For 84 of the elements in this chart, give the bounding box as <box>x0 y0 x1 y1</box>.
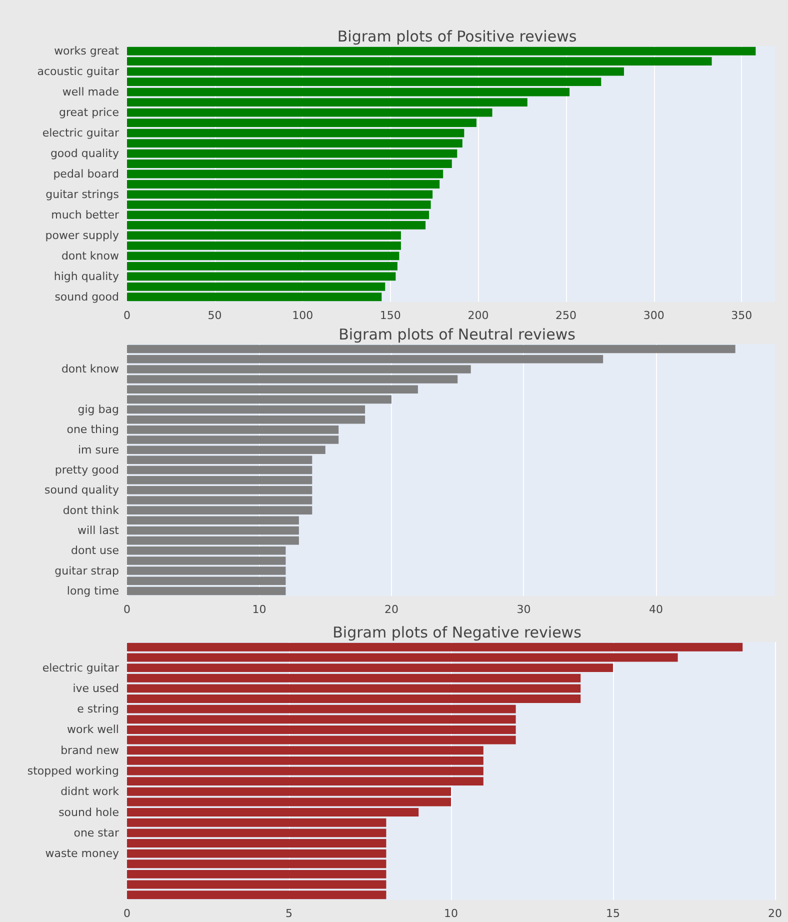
bar <box>127 466 312 474</box>
y-tick-label: waste money <box>45 847 120 860</box>
x-tick-label: 0 <box>124 309 130 322</box>
y-tick-label: guitar strap <box>54 564 120 578</box>
y-tick-label: much better <box>51 208 120 222</box>
chart-title: Bigram plots of Neutral reviews <box>338 326 576 344</box>
x-tick-label: 50 <box>208 309 222 322</box>
x-tick-label: 10 <box>252 603 266 616</box>
y-tick-label: e string <box>77 702 119 716</box>
bar <box>127 170 444 178</box>
x-tick-label: 150 <box>380 309 401 322</box>
y-tick-label: dont use <box>71 544 120 558</box>
x-tick-label: 20 <box>768 907 782 920</box>
y-tick-label: stopped working <box>27 764 119 778</box>
y-tick-label: long time <box>66 584 120 598</box>
bar <box>127 128 464 138</box>
bar <box>127 149 458 158</box>
bar <box>127 516 299 525</box>
bar <box>127 456 312 464</box>
x-tick-label: 250 <box>556 309 577 322</box>
bar <box>127 180 440 188</box>
y-tick-label: will last <box>77 524 120 537</box>
bar <box>127 160 452 168</box>
y-tick-label: didnt work <box>60 785 120 798</box>
y-tick-label: sound quality <box>44 484 120 497</box>
y-tick-label: dont know <box>61 249 120 262</box>
y-tick-label: pretty good <box>54 464 119 476</box>
y-tick-label: sound good <box>54 290 119 304</box>
bar <box>127 210 430 220</box>
x-tick-label: 300 <box>643 309 664 322</box>
y-tick-label: im sure <box>78 443 120 456</box>
chart-title: Bigram plots of Positive reviews <box>337 28 577 46</box>
bar <box>127 526 299 535</box>
bar <box>127 808 419 817</box>
y-tick-label: one thing <box>66 423 119 436</box>
bar <box>127 839 386 848</box>
bar <box>127 200 431 209</box>
x-tick-label: 5 <box>286 907 292 920</box>
x-tick-label: 15 <box>606 907 620 920</box>
bar <box>127 190 433 199</box>
y-tick-label: acoustic guitar <box>37 65 120 78</box>
x-tick-label: 0 <box>124 603 130 616</box>
y-tick-label: great price <box>59 106 120 120</box>
bar <box>127 476 312 484</box>
bar <box>127 664 613 672</box>
y-tick-label: dont know <box>61 362 120 376</box>
bar <box>127 586 286 596</box>
bar <box>127 344 736 354</box>
bar <box>127 756 484 765</box>
x-tick-label: 10 <box>444 907 458 920</box>
bar <box>127 694 581 703</box>
y-tick-label: one star <box>74 826 120 840</box>
y-tick-label: well made <box>62 86 120 99</box>
y-tick-label: guitar strings <box>46 188 120 201</box>
x-tick-label: 200 <box>468 309 489 322</box>
y-tick-label: electric guitar <box>42 126 120 140</box>
y-tick-label: power supply <box>45 228 120 242</box>
bar <box>127 139 462 148</box>
y-tick-label: sound hole <box>58 806 120 819</box>
y-tick-label: works great <box>54 44 120 58</box>
bar <box>127 405 366 414</box>
y-tick-label: high quality <box>54 270 120 283</box>
x-tick-label: 30 <box>516 603 531 616</box>
bar <box>127 395 392 404</box>
chart-title: Bigram plots of Negative reviews <box>332 624 582 642</box>
bar <box>127 536 299 545</box>
x-tick-label: 350 <box>731 309 752 322</box>
bar <box>127 870 386 878</box>
y-tick-label: dont think <box>62 504 120 517</box>
x-tick-label: 20 <box>384 603 398 616</box>
y-tick-label: work well <box>67 723 119 736</box>
bar <box>127 415 366 424</box>
x-tick-label: 0 <box>124 907 130 920</box>
bar <box>127 777 484 786</box>
x-tick-label: 40 <box>648 603 663 616</box>
bar <box>127 725 516 734</box>
y-tick-label: gig bag <box>78 403 119 416</box>
y-tick-label: ive used <box>72 682 119 695</box>
y-tick-label: electric guitar <box>42 661 120 674</box>
y-tick-label: pedal board <box>53 168 119 180</box>
y-tick-label: brand new <box>60 744 119 757</box>
bar <box>127 766 484 776</box>
y-tick-label: good quality <box>50 147 120 160</box>
x-tick-label: 100 <box>292 309 314 322</box>
